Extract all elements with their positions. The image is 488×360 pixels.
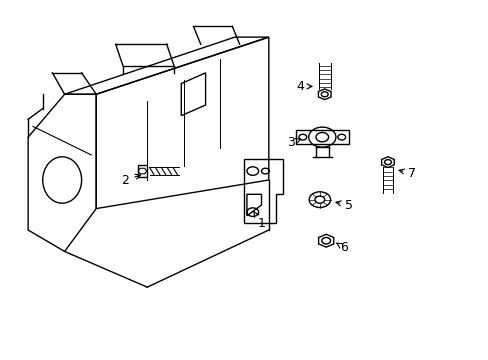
- Text: 6: 6: [336, 241, 347, 255]
- Text: 3: 3: [286, 136, 300, 149]
- Text: 5: 5: [335, 198, 352, 212]
- Text: 2: 2: [121, 174, 140, 186]
- Text: 4: 4: [296, 80, 311, 93]
- Text: 7: 7: [398, 167, 415, 180]
- Text: 1: 1: [253, 212, 265, 230]
